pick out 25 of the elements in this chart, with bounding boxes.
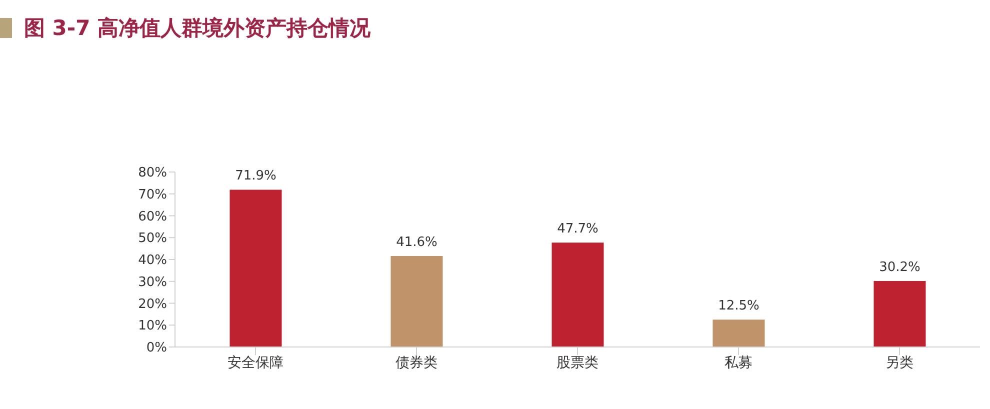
bar	[712, 320, 765, 347]
y-tick-label: 10%	[138, 318, 167, 334]
bar	[874, 280, 926, 347]
bar	[552, 242, 604, 347]
y-tick-label: 70%	[138, 187, 167, 202]
x-tick-label: 另类	[886, 354, 914, 371]
data-label: 12.5%	[718, 298, 760, 314]
y-tick-label: 20%	[138, 296, 167, 312]
y-tick-label: 60%	[138, 209, 167, 224]
y-tick-label: 80%	[138, 166, 167, 181]
x-tick-label: 股票类	[556, 354, 598, 371]
bar	[230, 190, 282, 347]
x-tick-label: 债券类	[396, 354, 438, 371]
data-label: 71.9%	[235, 168, 276, 184]
y-tick-label: 30%	[138, 274, 167, 290]
x-tick-label: 安全保障	[228, 354, 284, 371]
data-label: 30.2%	[879, 260, 920, 275]
y-tick-label: 50%	[138, 231, 167, 246]
data-label: 41.6%	[396, 235, 438, 250]
x-tick-label: 私募	[724, 354, 752, 371]
chart-title: 图 3-7 高净值人群境外资产持仓情况	[24, 15, 371, 42]
bar	[390, 256, 443, 347]
y-tick-label: 0%	[146, 340, 167, 356]
y-tick-label: 40%	[138, 253, 167, 268]
data-label: 47.7%	[557, 222, 598, 237]
